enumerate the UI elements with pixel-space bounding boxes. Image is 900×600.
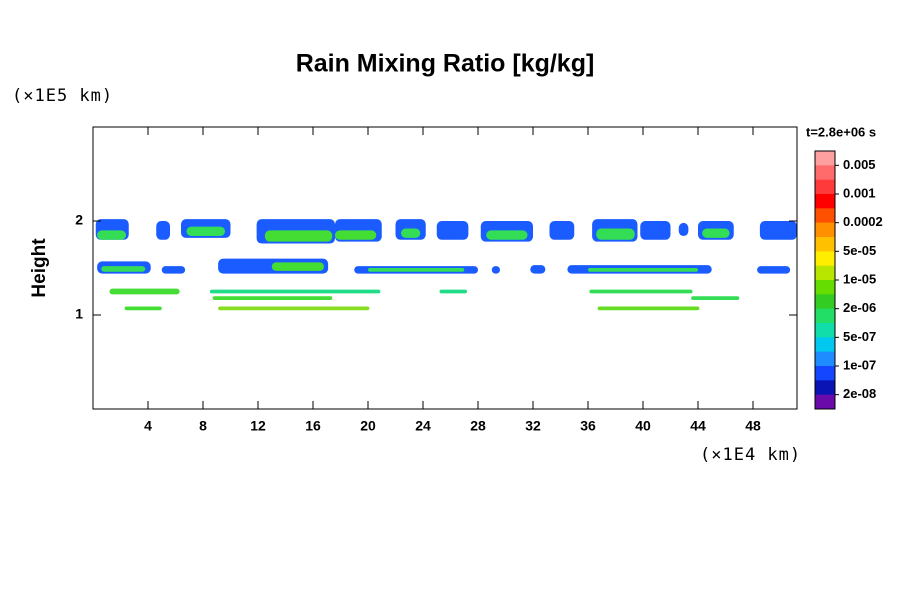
colorbar-swatch <box>815 308 835 324</box>
rain-cell <box>161 266 186 274</box>
y-unit: (×1E5 km) <box>12 86 113 106</box>
colorbar-swatch <box>815 294 835 309</box>
rain-cell <box>691 296 740 300</box>
rain-cell <box>759 221 797 240</box>
colorbar-swatch <box>815 280 835 295</box>
x-tick-label: 32 <box>525 418 541 434</box>
rain-cell <box>109 288 180 295</box>
rain-cell <box>401 228 421 238</box>
rain-cell <box>589 289 693 294</box>
rain-cell <box>212 296 333 300</box>
rain-cell <box>597 306 700 311</box>
colorbar-swatch <box>815 179 835 195</box>
colorbar-swatch <box>815 165 835 180</box>
rain-cell <box>264 230 333 242</box>
colorbar-swatch <box>815 237 835 252</box>
rain-cell <box>588 268 698 272</box>
colorbar-swatch <box>815 351 835 367</box>
rain-cell <box>335 230 377 240</box>
x-tick-label: 44 <box>690 418 706 434</box>
rain-cell <box>678 222 689 237</box>
colorbar-label: 1e-07 <box>843 357 876 372</box>
x-tick-label: 20 <box>360 418 376 434</box>
colorbar-label: 5e-07 <box>843 329 876 344</box>
rain-cell <box>640 221 671 240</box>
y-axis-label: Height <box>29 238 50 298</box>
colorbar-swatch <box>815 208 835 223</box>
rain-cell <box>530 265 546 274</box>
colorbar-swatch <box>815 194 835 209</box>
rain-cell <box>186 226 225 237</box>
x-tick-label: 4 <box>144 418 152 434</box>
colorbar-swatch <box>815 323 835 338</box>
colorbar-label: 0.001 <box>843 185 876 200</box>
chart-title: Rain Mixing Ratio [kg/kg] <box>296 50 595 78</box>
rain-cell <box>209 289 381 294</box>
rain-cell <box>218 306 370 311</box>
rain-cell <box>368 268 465 272</box>
rain-cell <box>436 221 469 240</box>
x-tick-label: 16 <box>305 418 321 434</box>
rain-cell <box>757 266 791 274</box>
colorbar-label: 0.005 <box>843 157 876 172</box>
rain-cell <box>271 262 324 271</box>
x-unit: (×1E4 km) <box>700 445 801 465</box>
colorbar-swatch <box>815 337 835 352</box>
rain-cell <box>124 306 162 311</box>
rain-cell <box>596 228 635 240</box>
colorbar-label: 5e-05 <box>843 243 876 258</box>
colorbar-title: t=2.8e+06 s <box>806 124 876 139</box>
rain-cell <box>439 289 467 294</box>
x-tick-label: 36 <box>580 418 596 434</box>
rain-cell <box>549 221 575 240</box>
rain-cell <box>156 221 170 240</box>
x-tick-label: 48 <box>745 418 761 434</box>
x-tick-label: 40 <box>635 418 651 434</box>
plot-frame <box>92 126 798 410</box>
rain-cell <box>101 266 146 272</box>
colorbar-label: 0.0002 <box>843 214 883 229</box>
x-tick-label: 8 <box>199 418 207 434</box>
x-tick-label: 24 <box>415 418 431 434</box>
x-tick-label: 12 <box>250 418 266 434</box>
y-tick-label: 2 <box>75 212 83 228</box>
colorbar-label: 1e-05 <box>843 271 876 286</box>
colorbar-label: 2e-06 <box>843 300 876 315</box>
rain-cell <box>486 230 528 240</box>
colorbar-swatch <box>815 222 835 238</box>
colorbar-label: 2e-08 <box>843 386 876 401</box>
colorbar-swatch <box>815 251 835 266</box>
colorbar-swatch <box>815 151 835 166</box>
x-tick-label: 28 <box>470 418 486 434</box>
rain-cell <box>491 266 500 274</box>
y-tick-label: 1 <box>75 306 83 322</box>
colorbar-swatch <box>815 380 835 395</box>
rain-cell <box>702 228 730 238</box>
colorbar-swatch <box>815 394 835 410</box>
colorbar-swatch <box>815 265 835 281</box>
colorbar-swatch <box>815 366 835 381</box>
rain-cell <box>97 230 126 240</box>
